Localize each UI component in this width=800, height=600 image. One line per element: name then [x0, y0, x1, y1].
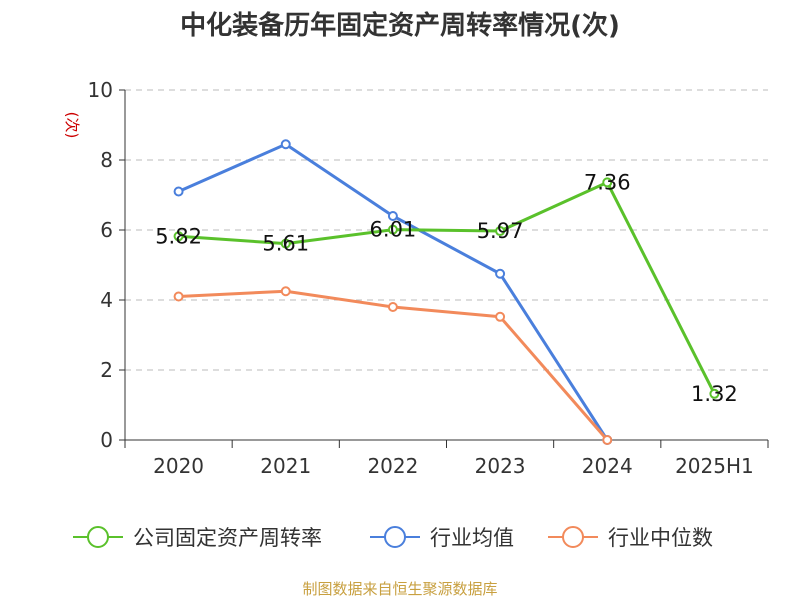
data-label: 6.01 [370, 218, 417, 242]
legend-item-0: 公司固定资产周转率 [73, 526, 322, 550]
data-labels: 5.82 5.61 6.01 5.97 7.36 1.32 [155, 170, 738, 405]
y-tick-label: 8 [100, 148, 113, 172]
legend-marker [384, 526, 406, 548]
x-tick-label: 2023 [475, 454, 526, 478]
x-tick-labels: 2020 2021 2022 2023 2024 2025H1 [153, 454, 754, 478]
legend-label: 行业中位数 [608, 526, 713, 550]
data-point [387, 302, 398, 312]
series-line [178, 180, 716, 395]
data-label: 1.32 [691, 382, 738, 406]
y-tick-label: 4 [100, 288, 113, 312]
x-tick-label: 2025H1 [675, 454, 754, 478]
y-tick-label: 0 [100, 428, 113, 452]
source-note: 制图数据来自恒生聚源数据库 [302, 580, 497, 598]
axes [119, 89, 769, 448]
x-tick-label: 2021 [260, 454, 311, 478]
legend-marker [562, 526, 584, 548]
data-point [602, 435, 613, 445]
data-point [173, 231, 184, 242]
legend-item-1: 行业均值 [370, 526, 514, 550]
data-point [387, 211, 398, 221]
chart-title: 中化装备历年固定资产周转率情况(次) [180, 10, 620, 41]
data-point [495, 268, 506, 279]
data-label: 7.36 [584, 170, 631, 194]
data-point [495, 226, 506, 237]
x-tick-label: 2022 [367, 454, 418, 478]
series-line [178, 289, 609, 441]
data-point [280, 139, 291, 150]
data-point [387, 224, 398, 235]
data-label: 5.82 [155, 224, 202, 248]
legend-marker [87, 526, 109, 548]
legend: 公司固定资产周转率 行业均值 行业中位数 [73, 526, 713, 550]
x-tick-label: 2024 [582, 454, 633, 478]
legend-label: 公司固定资产周转率 [133, 526, 322, 550]
legend-label: 行业均值 [430, 526, 514, 550]
series-2 [173, 286, 613, 445]
y-tick-label: 2 [100, 358, 113, 382]
legend-item-2: 行业中位数 [548, 526, 713, 550]
y-tick-label: 6 [100, 218, 113, 242]
data-point [280, 286, 291, 297]
data-point [173, 291, 184, 302]
x-tick-label: 2020 [153, 454, 204, 478]
data-label: 5.97 [477, 219, 524, 243]
data-point [495, 311, 506, 322]
y-tick-labels: 0 2 4 6 8 10 [88, 78, 113, 452]
y-axis-label: (次) [63, 112, 81, 139]
series-0 [173, 177, 720, 399]
series-group [173, 139, 720, 445]
data-point [709, 388, 720, 399]
data-point [280, 238, 291, 249]
data-label: 5.61 [262, 232, 309, 256]
data-point [602, 177, 613, 188]
y-tick-label: 10 [88, 78, 113, 102]
data-point [173, 186, 184, 197]
